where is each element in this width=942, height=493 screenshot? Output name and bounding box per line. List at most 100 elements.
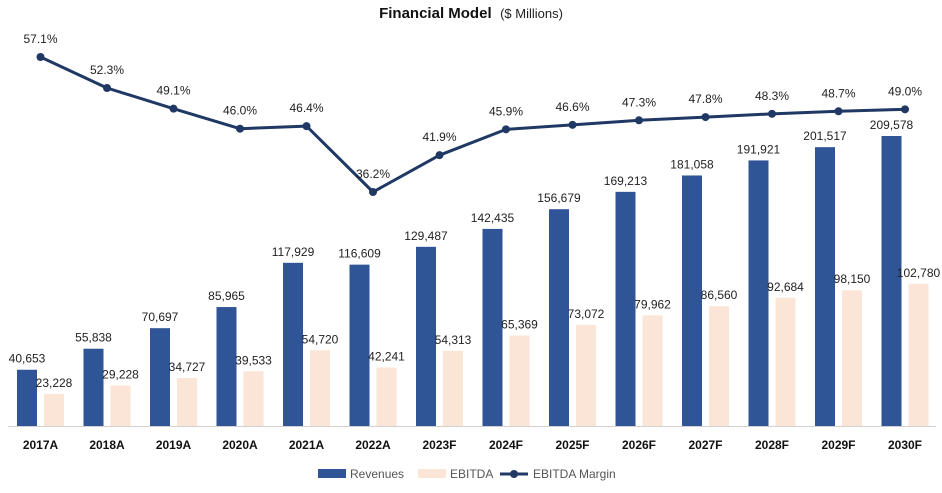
ebitda-bar xyxy=(842,290,862,426)
revenue-value-label: 209,578 xyxy=(870,118,914,132)
revenue-value-label: 55,838 xyxy=(75,331,112,345)
bars-layer xyxy=(17,136,929,427)
x-tick-label: 2021A xyxy=(289,438,325,452)
ebitda-margin-point xyxy=(435,151,444,160)
ebitda-margin-point xyxy=(701,113,710,122)
ebitda-value-label: 34,727 xyxy=(169,360,206,374)
ebitda-margin-label: 49.1% xyxy=(156,84,190,98)
x-tick-label: 2018A xyxy=(89,438,125,452)
legend-item-ebitda: EBITDA xyxy=(418,467,493,481)
ebitda-bar xyxy=(443,350,463,426)
ebitda-bar xyxy=(509,335,530,426)
ebitda-margin-label: 41.9% xyxy=(422,130,456,144)
revenue-value-label: 116,609 xyxy=(338,247,381,261)
chart-title: Financial Model ($ Millions) xyxy=(379,5,563,22)
legend: Revenues EBITDA EBITDA Margin xyxy=(318,467,616,481)
ebitda-margin-point xyxy=(302,122,311,131)
ebitda-margin-label: 47.8% xyxy=(688,92,722,106)
x-tick-label: 2017A xyxy=(23,438,59,452)
legend-item-revenues: Revenues xyxy=(318,467,404,481)
legend-swatch-revenues xyxy=(318,469,346,478)
ebitda-bar xyxy=(177,377,197,426)
chart-title-main: Financial Model xyxy=(379,5,492,22)
revenue-value-label: 191,921 xyxy=(737,142,781,156)
x-tick-label: 2027F xyxy=(688,438,722,452)
revenue-bar xyxy=(881,136,902,426)
ebitda-bar xyxy=(376,367,397,426)
revenue-value-label: 142,435 xyxy=(471,211,515,225)
ebitda-value-label: 79,962 xyxy=(634,297,671,311)
legend-marker-ebitda-margin xyxy=(510,470,518,478)
x-tick-label: 2029F xyxy=(821,438,855,452)
revenue-bar xyxy=(615,191,636,426)
ebitda-margin-point xyxy=(236,124,244,133)
revenue-bar xyxy=(349,264,370,426)
revenue-value-label: 181,058 xyxy=(670,157,714,171)
ebitda-value-label: 29,228 xyxy=(102,368,139,382)
line-layer xyxy=(36,53,909,196)
ebitda-bar xyxy=(243,371,264,426)
x-axis: 2017A 2018A 2019A 2020A 2021A 2022A 2023F 2024F… xyxy=(8,426,936,452)
revenue-bar xyxy=(416,246,436,426)
x-tick-label: 2028F xyxy=(755,438,789,452)
ebitda-margin-point xyxy=(568,120,577,129)
x-tick-label: 2024F xyxy=(489,438,523,452)
ebitda-bar xyxy=(110,385,131,426)
legend-item-ebitda-margin: EBITDA Margin xyxy=(500,467,616,481)
x-tick-label: 2022A xyxy=(355,438,391,452)
ebitda-value-label: 54,720 xyxy=(302,332,339,346)
x-tick-label: 2023F xyxy=(422,438,456,452)
ebitda-margin-point xyxy=(36,53,45,61)
ebitda-margin-point xyxy=(169,104,178,113)
ebitda-margin-label: 57.1% xyxy=(23,32,57,46)
revenue-bar xyxy=(216,307,237,426)
x-tick-label: 2020A xyxy=(222,438,258,452)
revenue-value-label: 40,653 xyxy=(9,352,46,366)
ebitda-value-label: 23,228 xyxy=(36,376,73,390)
ebitda-value-label: 92,684 xyxy=(767,280,804,294)
legend-label-revenues: Revenues xyxy=(350,467,404,481)
ebitda-value-label: 73,072 xyxy=(568,307,605,321)
ebitda-margin-point xyxy=(901,105,909,114)
ebitda-value-label: 86,560 xyxy=(701,288,738,302)
ebitda-value-label: 98,150 xyxy=(834,272,871,286)
ebitda-value-label: 42,241 xyxy=(368,350,405,364)
revenue-value-label: 70,697 xyxy=(142,310,179,324)
ebitda-margin-label: 48.3% xyxy=(755,89,789,103)
ebitda-bar xyxy=(310,350,330,426)
ebitda-margin-label: 52.3% xyxy=(90,63,124,77)
legend-label-ebitda-margin: EBITDA Margin xyxy=(533,467,616,481)
ebitda-margin-label: 36.2% xyxy=(356,167,390,181)
ebitda-bar xyxy=(709,306,729,426)
x-tick-label: 2019A xyxy=(156,438,192,452)
ebitda-bar xyxy=(908,283,929,426)
chart-title-sub: ($ Millions) xyxy=(500,6,563,21)
revenue-value-label: 129,487 xyxy=(404,229,448,243)
ebitda-margin-label: 45.9% xyxy=(489,104,523,118)
ebitda-value-label: 65,369 xyxy=(501,318,538,332)
revenue-bar xyxy=(283,262,303,426)
labels-layer: 40,653 23,228 55,838 29,228 70,697 34,727 85,9… xyxy=(9,32,941,390)
ebitda-margin-label: 47.3% xyxy=(622,95,656,109)
revenue-value-label: 117,929 xyxy=(272,245,315,259)
ebitda-value-label: 54,313 xyxy=(435,333,472,347)
legend-label-ebitda: EBITDA xyxy=(450,467,493,481)
ebitda-bar xyxy=(576,324,596,426)
x-tick-label: 2025F xyxy=(555,438,589,452)
ebitda-margin-point xyxy=(369,188,377,196)
revenue-value-label: 85,965 xyxy=(208,289,245,303)
revenue-value-label: 169,213 xyxy=(604,174,648,188)
ebitda-bar xyxy=(642,315,663,426)
ebitda-margin-label: 49.0% xyxy=(888,84,922,98)
ebitda-margin-label: 48.7% xyxy=(821,86,855,100)
revenue-bar xyxy=(482,228,503,426)
ebitda-bar xyxy=(775,297,796,426)
ebitda-margin-point xyxy=(768,109,776,118)
ebitda-margin-point xyxy=(834,107,843,116)
ebitda-margin-label: 46.0% xyxy=(223,104,257,118)
ebitda-margin-point xyxy=(103,84,111,93)
ebitda-margin-label: 46.6% xyxy=(555,100,589,114)
ebitda-margin-point xyxy=(635,116,643,125)
revenue-bar xyxy=(150,328,170,426)
